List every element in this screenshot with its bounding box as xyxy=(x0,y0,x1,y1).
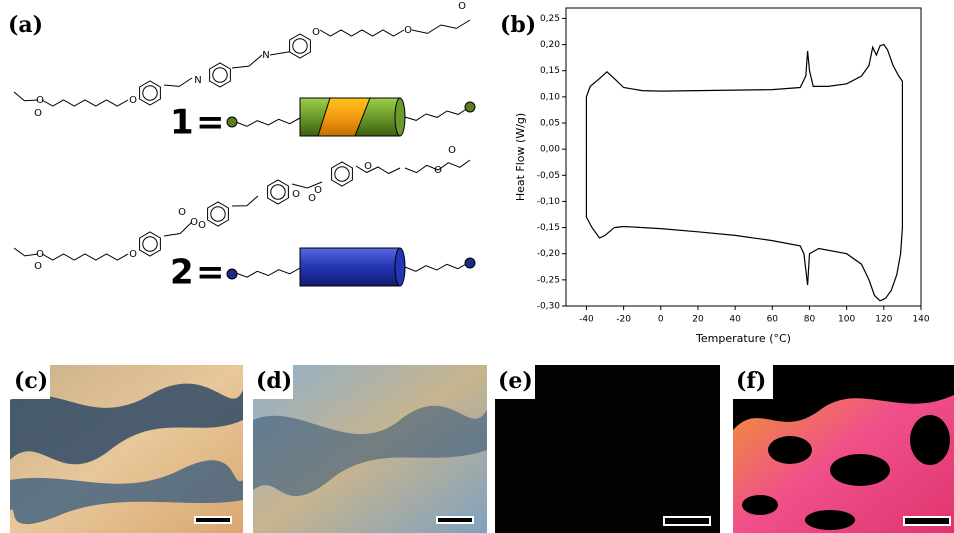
mesogen-1 xyxy=(232,98,405,136)
panel-label: (b) xyxy=(500,12,536,38)
dsc-curve xyxy=(586,149,902,301)
atom: O xyxy=(434,165,442,176)
mesogen-2 xyxy=(300,248,405,286)
y-tick-label: -0,05 xyxy=(537,171,560,181)
bond xyxy=(356,166,400,174)
x-tick-label: 100 xyxy=(838,315,855,325)
atom: O xyxy=(36,95,44,106)
atom: O xyxy=(292,189,300,200)
y-axis-label: Heat Flow (W/g) xyxy=(514,113,527,201)
ring-inner xyxy=(293,39,307,53)
bond xyxy=(405,108,468,120)
bond xyxy=(14,92,38,101)
atom: O xyxy=(198,220,206,231)
ring-inner xyxy=(213,68,227,82)
figure: OOONNOOOOOOOOOOOOOOO -0,30-0,25-0,20-0,1… xyxy=(0,0,954,533)
y-tick-label: -0,10 xyxy=(537,197,561,207)
x-tick-label: 80 xyxy=(804,315,816,325)
ring-inner xyxy=(335,167,349,181)
y-tick-label: -0,30 xyxy=(537,302,561,312)
compound-number: 2 xyxy=(170,253,194,293)
atom: O xyxy=(178,207,186,218)
y-tick-label: 0,05 xyxy=(540,119,560,129)
atom: O xyxy=(404,25,412,36)
y-tick-label: -0,20 xyxy=(537,249,561,259)
y-tick-label: 0,20 xyxy=(540,40,560,50)
bond xyxy=(232,55,262,68)
dsc-curve xyxy=(586,45,902,150)
dsc-chart: -0,30 -0,25 -0,20 -0,15 -0,10 -0,05 0,00 0,05 0,… xyxy=(514,8,930,345)
panel-label: (d) xyxy=(256,368,292,394)
atom: O xyxy=(448,145,456,156)
atom: N xyxy=(194,75,201,86)
bond xyxy=(236,118,300,126)
y-tick-label: 0,25 xyxy=(540,14,560,24)
y-tick-label: -0,25 xyxy=(537,275,560,285)
atom: O xyxy=(314,185,322,196)
x-tick-label: -40 xyxy=(579,315,594,325)
end-group xyxy=(465,258,475,268)
x-tick-label: -20 xyxy=(616,315,631,325)
plot-frame xyxy=(566,8,921,306)
x-tick-label: 140 xyxy=(912,315,929,325)
bond xyxy=(405,263,468,271)
ring-inner xyxy=(211,207,225,221)
x-tick-label: 40 xyxy=(729,315,741,325)
x-tick-label: 0 xyxy=(658,315,664,325)
atom: O xyxy=(36,249,44,260)
panel-label: (c) xyxy=(14,368,48,394)
bond xyxy=(320,30,404,36)
ring-inner xyxy=(271,185,285,199)
bond xyxy=(270,52,289,55)
bond xyxy=(164,222,192,236)
ring-inner xyxy=(143,86,157,100)
atom: O xyxy=(34,261,42,272)
equals: = xyxy=(196,103,225,143)
x-tick-label: 20 xyxy=(692,315,704,325)
atom: O xyxy=(129,95,137,106)
panel-label: (e) xyxy=(498,368,533,394)
atom: O xyxy=(364,161,372,172)
x-tick-label: 60 xyxy=(767,315,779,325)
y-tick-label: 0,15 xyxy=(540,66,560,76)
end-group xyxy=(465,102,475,112)
bond xyxy=(232,196,258,206)
panel-label: (f) xyxy=(736,368,766,394)
x-axis-label: Temperature (°C) xyxy=(695,332,791,345)
x-tick-label: 120 xyxy=(875,315,892,325)
y-tick-label: 0,10 xyxy=(540,92,560,102)
bond xyxy=(236,268,300,277)
bond xyxy=(14,248,38,256)
panel-label: (a) xyxy=(8,12,43,38)
atom: O xyxy=(312,27,320,38)
compound-number: 1 xyxy=(170,103,194,143)
bond xyxy=(42,254,128,260)
bond xyxy=(412,20,470,33)
atom: O xyxy=(190,217,198,228)
bond xyxy=(164,78,192,86)
y-tick-label: -0,15 xyxy=(537,223,560,233)
bond xyxy=(42,100,128,106)
atom: O xyxy=(458,1,466,12)
atom: O xyxy=(129,249,137,260)
ring-inner xyxy=(143,237,157,251)
y-tick-label: 0,00 xyxy=(540,145,560,155)
atom: O xyxy=(34,108,42,119)
equals: = xyxy=(196,253,225,293)
atom: N xyxy=(262,50,269,61)
end-group xyxy=(227,269,237,279)
